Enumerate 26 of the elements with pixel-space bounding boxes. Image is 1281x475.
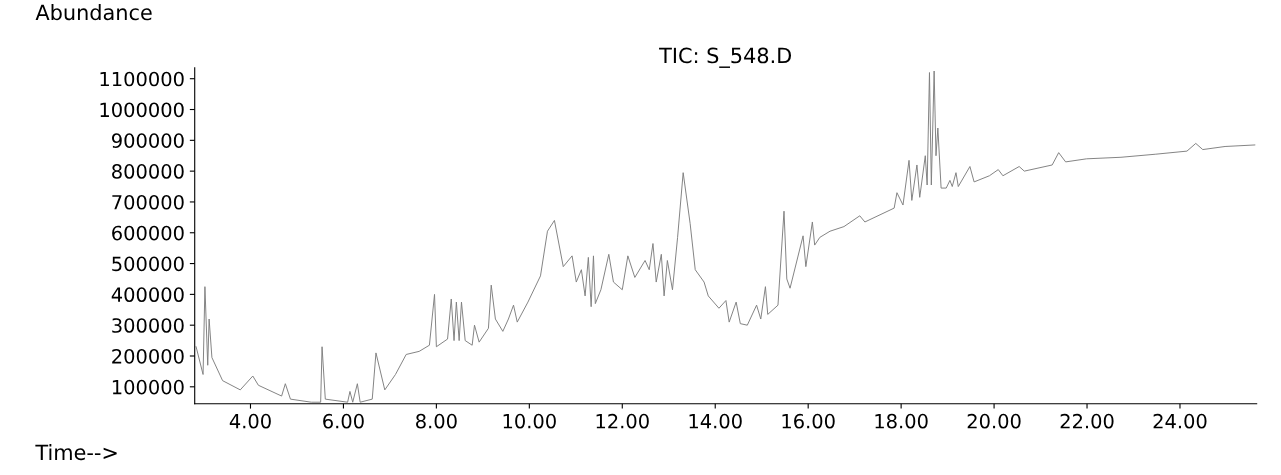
line-series [195,70,1256,403]
y-tick-label: 300000 [112,318,184,333]
y-tick-label: 700000 [112,194,184,210]
y-tick-label: 900000 [111,133,184,148]
y-tick-label: 1000000 [100,102,184,118]
x-tick-label: 14.00 [689,413,742,429]
x-tick-label: 8.00 [416,413,457,429]
x-tick-label: 4.00 [229,413,271,429]
x-tick-label: 16.00 [782,413,835,429]
x-tick-label: 24.00 [1153,413,1207,429]
x-tick-label: 12.00 [596,413,649,429]
y-tick-label: 100000 [112,379,184,395]
y-tick-label: 800000 [112,164,184,179]
y-tick-label: 1100000 [100,71,184,87]
y-axis-title: Abundance [35,4,152,21]
x-tick-label: 6.00 [323,413,364,429]
chart-title: TIC: S_548.D [659,47,792,68]
x-axis-title: Time--> [35,444,117,461]
x-tick-label: 20.00 [967,413,1021,429]
y-tick-label: 200000 [112,348,184,364]
x-tick-label: 22.00 [1060,413,1114,429]
y-tick-label: 600000 [112,225,184,241]
y-tick-label: 400000 [111,287,184,303]
x-tick-label: 10.00 [503,413,556,429]
y-tick-label: 500000 [112,256,184,272]
x-tick-label: 18.00 [875,413,928,429]
